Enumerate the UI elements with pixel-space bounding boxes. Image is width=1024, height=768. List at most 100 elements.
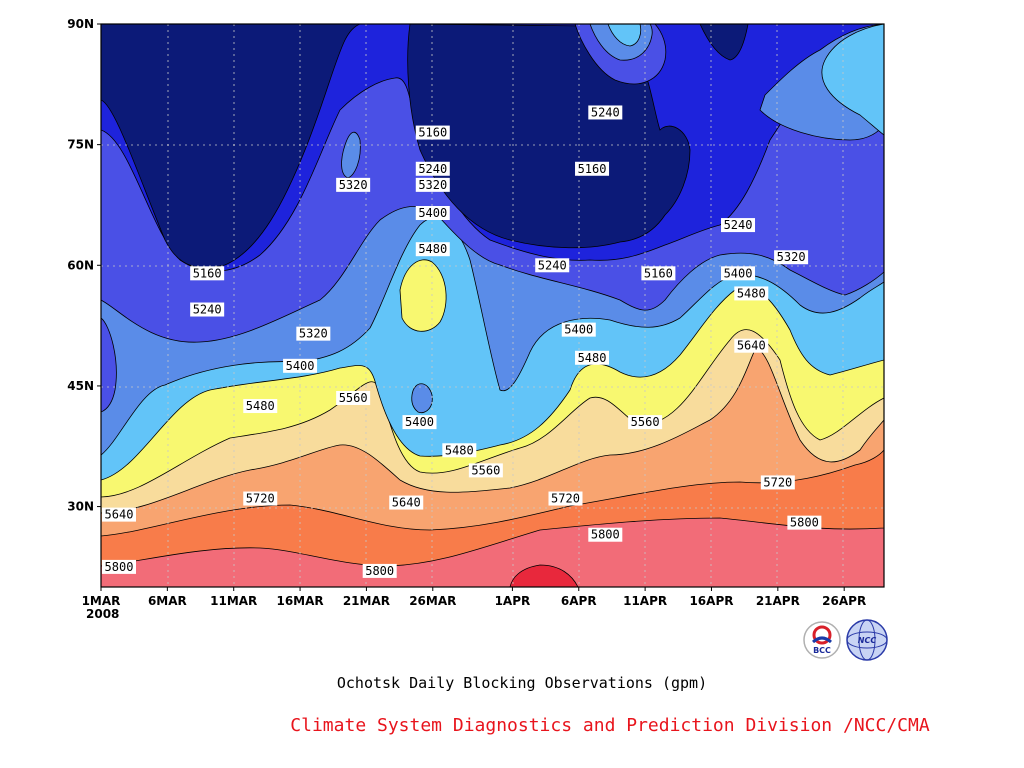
contour-label-box: [468, 463, 503, 478]
contour-label-text: 5640: [105, 508, 134, 522]
contour-label-text: 5640: [392, 496, 421, 510]
y-tick-label: 75N: [67, 138, 94, 152]
contour-label-box: [415, 161, 450, 176]
contour-label-text: 5160: [193, 266, 222, 280]
contour-label-box: [190, 302, 225, 317]
contour-label-box: [548, 491, 583, 506]
contour-label: 5800: [102, 559, 136, 574]
contour-label-text: 5240: [591, 105, 620, 119]
contour-label-text: 5640: [737, 339, 766, 353]
ncc-logo-text: NCC: [858, 636, 877, 645]
contour-label-text: 5720: [763, 475, 792, 489]
contour-label-text: 5240: [418, 162, 447, 176]
contour-label: 5240: [721, 218, 756, 233]
contour-label-box: [243, 399, 278, 414]
contour-label: 5560: [628, 415, 663, 430]
contour-label: 5160: [575, 161, 610, 176]
y-tick-label: 60N: [67, 258, 94, 272]
contour-label: 5160: [415, 126, 450, 140]
contour-label-box: [760, 475, 795, 490]
gridlines: [101, 24, 884, 587]
contour-label: 5320: [296, 326, 331, 341]
x-tick-label: 1MAR: [82, 594, 121, 608]
credit-line: Climate System Diagnostics and Predictio…: [290, 715, 930, 736]
contour-label-box: [442, 443, 477, 458]
x-tick-label: 16MAR: [276, 594, 323, 608]
contour-label-box: [721, 218, 756, 233]
contour-fill-layer: [101, 24, 884, 587]
contour-label-text: 5400: [564, 323, 593, 337]
contour-label: 5240: [535, 258, 570, 273]
contour-label: 5400: [415, 206, 450, 221]
band-upper-5400-patch: [607, 24, 642, 47]
contour-label: 5240: [588, 105, 623, 120]
band-small-blue-blob: [411, 383, 433, 414]
contour-label: 5640: [102, 508, 136, 522]
chart-title: Ochotsk Daily Blocking Observations (gpm…: [337, 674, 707, 692]
contour-label-text: 5320: [418, 178, 447, 192]
contour-label-box: [641, 266, 676, 281]
contour-label-text: 5400: [286, 359, 315, 373]
contour-label: 5400: [561, 322, 596, 337]
contour-label-text: 5560: [471, 463, 500, 477]
bcc-logo: BCC: [803, 621, 841, 659]
contour-label-text: 5720: [246, 492, 275, 506]
contour-label: 5800: [362, 563, 397, 578]
contour-label: 5640: [734, 338, 769, 353]
band-yellow-blob: [399, 259, 447, 332]
contour-label-box: [190, 266, 225, 281]
band-red-core: [509, 564, 579, 587]
contour-label-box: [402, 415, 437, 430]
contour-label: 5320: [774, 250, 809, 265]
contour-label: 5720: [760, 475, 795, 490]
contour-label: 5160: [641, 266, 676, 281]
contour-label-box: [588, 527, 623, 542]
contour-label-text: 5320: [777, 250, 806, 264]
contour-label-text: 5240: [538, 258, 567, 272]
contour-label-box: [787, 515, 822, 530]
contour-label-box: [296, 326, 331, 341]
y-tick-label: 30N: [67, 500, 94, 514]
contour-label-box: [628, 415, 663, 430]
contour-label-box: [734, 286, 769, 301]
x-tick-label: 26MAR: [409, 594, 456, 608]
contour-label-text: 5560: [339, 391, 368, 405]
contour-label-box: [535, 258, 570, 273]
contour-label-text: 5320: [299, 327, 328, 341]
contour-label: 5400: [283, 358, 318, 373]
contour-label-box: [362, 563, 397, 578]
contour-label-text: 5400: [405, 415, 434, 429]
band-east-5400-patch: [821, 24, 884, 136]
contour-label-text: 5480: [737, 286, 766, 300]
contour-label: 5480: [734, 286, 769, 301]
contour-label: 5240: [415, 161, 450, 176]
contour-label-box: [102, 559, 136, 574]
contour-label: 5320: [415, 177, 450, 192]
contour-label: 5720: [243, 491, 278, 506]
x-year-label: 2008: [86, 607, 119, 621]
x-tick-label: 11MAR: [210, 594, 257, 608]
y-axis: 30N 45N 60N 75N 90N: [67, 17, 101, 514]
x-tick-label: 6APR: [561, 594, 597, 608]
contour-label-text: 5480: [246, 399, 275, 413]
contour-label-text: 5400: [724, 266, 753, 280]
y-tick-label: 90N: [67, 17, 94, 31]
contour-label-box: [561, 322, 596, 337]
contour-label-text: 5800: [591, 528, 620, 542]
contour-label-box: [389, 495, 424, 510]
contour-label: 5160: [190, 266, 225, 281]
contour-label-text: 5480: [445, 443, 474, 457]
bcc-logo-text: BCC: [813, 646, 831, 655]
contour-label: 5480: [415, 242, 450, 257]
contour-label-text: 5800: [790, 516, 819, 530]
contour-label-box: [336, 390, 371, 405]
contour-label-text: 5160: [418, 126, 447, 140]
contour-label-text: 5800: [105, 560, 134, 574]
contour-label-text: 5240: [193, 303, 222, 317]
contour-label: 5480: [575, 350, 610, 365]
contour-label-text: 5240: [724, 218, 753, 232]
x-tick-label: 21MAR: [343, 594, 390, 608]
contour-label: 5400: [721, 266, 756, 281]
contour-label-text: 5480: [418, 242, 447, 256]
